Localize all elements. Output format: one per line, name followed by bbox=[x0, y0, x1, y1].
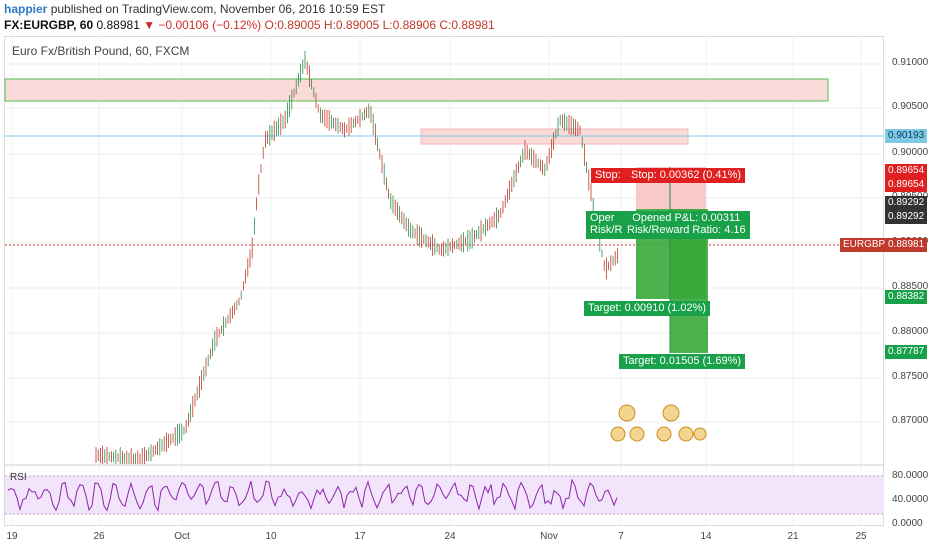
price-axis-label: 0.88000 bbox=[892, 326, 929, 337]
opened-pl-text: Opened P&L: 0.00311 bbox=[632, 212, 741, 224]
rsi-line bbox=[7, 478, 618, 512]
price-tag: 0.89292 bbox=[885, 210, 928, 224]
last-price: 0.88981 bbox=[96, 18, 140, 32]
rsi-axis-label: 40.0000 bbox=[892, 494, 929, 505]
stop-label-prefix: Stop: bbox=[595, 169, 621, 181]
price-tag: 0.87787 bbox=[885, 345, 928, 359]
stop-label: Stop: bbox=[591, 168, 628, 183]
symbol-tag: EURGBP bbox=[840, 238, 889, 252]
risk-reward-text: Risk/Reward Ratio: 4.16 bbox=[627, 224, 746, 236]
price-tag: 0.89654 bbox=[885, 164, 928, 178]
price-axis-label: 0.87500 bbox=[892, 371, 929, 382]
date-axis-label: 14 bbox=[700, 531, 712, 542]
date-axis-label: 19 bbox=[6, 531, 18, 542]
rsi-axis-label: 80.0000 bbox=[892, 470, 929, 481]
uk-flag-icon bbox=[678, 426, 694, 442]
price-tag: 0.89654 bbox=[885, 178, 928, 192]
date-axis-label: 25 bbox=[855, 531, 867, 542]
chart-area[interactable] bbox=[4, 36, 884, 526]
price-tag: 0.90193 bbox=[885, 129, 928, 143]
price-tag: 0.88981 bbox=[885, 238, 928, 252]
price-tag: 0.88382 bbox=[885, 290, 928, 304]
price-change: ▼ −0.00106 (−0.12%) bbox=[143, 18, 262, 32]
date-axis-label: Oct bbox=[174, 531, 190, 542]
target-label-1: Target: 0.00910 (1.02%) bbox=[584, 301, 711, 316]
resistance-zone bbox=[4, 78, 829, 102]
rsi-band bbox=[5, 476, 884, 514]
uk-flag-icon bbox=[610, 426, 626, 442]
chart-title: Euro Fx/British Pound, 60, FXCM bbox=[12, 44, 190, 58]
eu-flag-icon bbox=[693, 427, 707, 441]
date-axis-label: 10 bbox=[265, 531, 277, 542]
eu-flag-icon bbox=[629, 426, 645, 442]
price-axis-label: 0.91000 bbox=[892, 57, 929, 68]
chart-header: happier published on TradingView.com, No… bbox=[0, 0, 932, 36]
rsi-axis-label: 0.0000 bbox=[892, 518, 923, 529]
ohlc-values: O:0.89005 H:0.89005 L:0.88906 C:0.88981 bbox=[264, 18, 495, 32]
risk-partial-text: Risk/R bbox=[590, 224, 623, 236]
symbol-name: FX:EURGBP, 60 bbox=[4, 18, 94, 32]
date-axis-label: 21 bbox=[787, 531, 799, 542]
stop-label-full: Stop: 0.00362 (0.41%) bbox=[627, 168, 746, 183]
open-partial-text: Oper bbox=[590, 212, 615, 224]
price-tag: 0.89292 bbox=[885, 196, 928, 210]
candlesticks bbox=[95, 50, 618, 464]
author-link[interactable]: happier bbox=[4, 2, 48, 16]
date-axis-label: 17 bbox=[354, 531, 366, 542]
price-axis-label: 0.87000 bbox=[892, 415, 929, 426]
price-axis-label: 0.90500 bbox=[892, 101, 929, 112]
pnl-label: Opened P&L: 0.00311 Risk/Reward Ratio: 4… bbox=[623, 211, 750, 239]
eu-flag-icon bbox=[656, 426, 672, 442]
rsi-label[interactable]: RSI bbox=[10, 472, 27, 483]
chart-grid bbox=[5, 37, 884, 525]
price-axis-label: 0.88500 bbox=[892, 281, 929, 292]
publish-text: published on TradingView.com, November 0… bbox=[50, 2, 386, 16]
ohlc-line: FX:EURGBP, 60 0.88981 ▼ −0.00106 (−0.12%… bbox=[4, 18, 495, 32]
date-axis-label: 26 bbox=[93, 531, 105, 542]
target-label-2: Target: 0.01505 (1.69%) bbox=[619, 354, 746, 369]
uk-flag-icon bbox=[618, 404, 636, 422]
date-axis-label: 24 bbox=[444, 531, 456, 542]
open-partial-label: Oper Risk/R bbox=[586, 211, 627, 239]
event-icons bbox=[610, 404, 707, 442]
eu-flag-icon bbox=[662, 404, 680, 422]
date-axis-label: 7 bbox=[618, 531, 624, 542]
price-axis-label: 0.90000 bbox=[892, 147, 929, 158]
date-axis-label: Nov bbox=[540, 531, 558, 542]
publish-line: happier published on TradingView.com, No… bbox=[4, 2, 385, 16]
